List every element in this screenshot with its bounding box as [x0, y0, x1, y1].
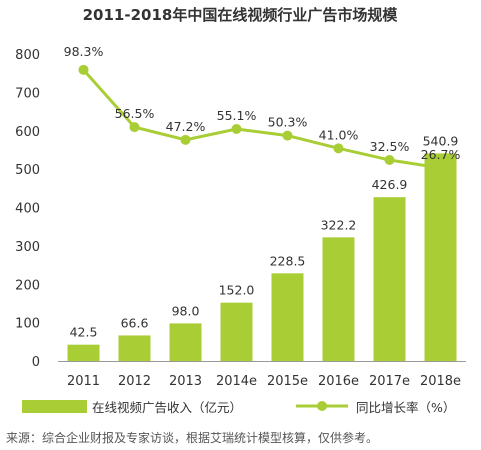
growth-point — [435, 162, 446, 173]
bar-data-label: 322.2 — [321, 217, 357, 232]
bar — [322, 237, 355, 361]
growth-data-label: 56.5% — [115, 106, 155, 121]
growth-data-label: 55.1% — [217, 108, 257, 123]
legend-line-marker — [317, 401, 327, 411]
bar — [220, 302, 253, 361]
growth-data-label: 41.0% — [319, 127, 359, 142]
bar-data-labels: 42.5 66.6 98.0 152.0 228.5 322.2 426.9 540.9 — [70, 133, 459, 339]
bar-data-label: 42.5 — [70, 325, 98, 340]
legend-bar-swatch — [22, 400, 87, 413]
y-tick-label: 200 — [15, 278, 40, 293]
y-tick-label: 700 — [15, 86, 40, 101]
growth-point — [333, 143, 344, 154]
bar — [169, 323, 202, 361]
legend: 在线视频广告收入（亿元） 同比增长率（%） — [22, 400, 455, 415]
y-tick-label: 100 — [15, 317, 40, 332]
growth-data-label: 26.7% — [421, 147, 461, 162]
x-tick-label: 2017e — [369, 374, 410, 389]
growth-point — [129, 122, 140, 133]
source-note: 来源：综合企业财报及专家访谈，根据艾瑞统计模型核算，仅供参考。 — [6, 430, 378, 445]
growth-point — [180, 134, 191, 145]
growth-point — [78, 64, 89, 75]
line-series: 98.3% 56.5% 47.2% 55.1% 50.3% 41.0% 32.5% 26.7% — [64, 44, 461, 173]
growth-data-label: 50.3% — [268, 115, 308, 130]
growth-point — [231, 124, 242, 135]
bar — [424, 153, 457, 361]
growth-point — [282, 130, 293, 141]
growth-data-label: 98.3% — [64, 44, 104, 59]
bar-data-label: 152.0 — [219, 283, 255, 298]
x-tick-label: 2016e — [318, 374, 359, 389]
x-axis: 2011 2012 2013 2014e 2015e 2016e 2017e 2018e — [67, 374, 461, 389]
x-tick-label: 2012 — [118, 374, 151, 389]
y-tick-label: 400 — [15, 202, 40, 217]
legend-bar-label: 在线视频广告收入（亿元） — [92, 400, 242, 415]
x-tick-label: 2018e — [420, 374, 461, 389]
y-tick-label: 300 — [15, 240, 40, 255]
bar-data-label: 426.9 — [372, 177, 408, 192]
x-tick-label: 2014e — [216, 374, 257, 389]
growth-data-label: 32.5% — [370, 139, 410, 154]
bar-series — [67, 153, 457, 361]
bar — [271, 273, 304, 361]
y-axis: 0 100 200 300 400 500 600 700 800 — [15, 48, 40, 370]
bar — [118, 335, 151, 361]
growth-point — [384, 154, 395, 165]
x-tick-label: 2011 — [67, 374, 100, 389]
bar-data-label: 98.0 — [172, 303, 200, 318]
x-tick-label: 2015e — [267, 374, 308, 389]
y-tick-label: 500 — [15, 163, 40, 178]
x-tick-label: 2013 — [169, 374, 202, 389]
bar — [67, 344, 100, 361]
bar-data-label: 540.9 — [423, 133, 459, 148]
bar-data-label: 66.6 — [121, 315, 149, 330]
bar-data-label: 228.5 — [270, 253, 306, 268]
growth-line — [82, 68, 441, 170]
y-tick-label: 800 — [15, 48, 40, 63]
growth-data-label: 47.2% — [166, 119, 206, 134]
y-tick-label: 600 — [15, 125, 40, 140]
y-tick-label: 0 — [32, 355, 40, 370]
bar — [373, 197, 406, 361]
chart-title: 2011-2018年中国在线视频行业广告市场规模 — [83, 6, 399, 24]
legend-line-label: 同比增长率（%） — [356, 400, 455, 415]
